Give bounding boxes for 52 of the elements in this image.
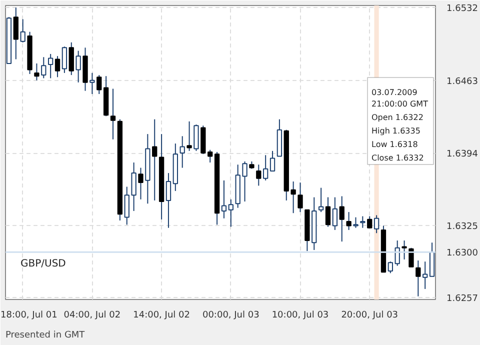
annotation: GBP/USD: [20, 258, 66, 270]
annotation: Low 1.6318: [372, 140, 418, 149]
candlestick: [298, 182, 303, 213]
candlestick: [416, 260, 421, 297]
candlestick: [325, 196, 331, 228]
y-tick-label: 1.6325: [446, 222, 478, 232]
candlestick: [194, 124, 199, 152]
annotation: Close 1.6332: [372, 154, 424, 162]
x-tick-label: 20:00, Jul 03: [341, 310, 398, 320]
candlestick: [353, 216, 358, 228]
x-tick-label: 04:00, Jul 02: [64, 310, 121, 320]
candlestick: [263, 154, 268, 181]
candlestick: [131, 162, 136, 212]
y-tick-label: 1.6463: [446, 76, 478, 87]
annotation: 03.07.2009: [372, 88, 418, 97]
candlestick: [48, 53, 54, 79]
candlestick: [318, 187, 324, 213]
candlestick: [339, 196, 344, 242]
y-tick-label: 1.6394: [446, 150, 478, 160]
x-tick-label: 18:00, Jul 01: [0, 310, 58, 320]
candlestick: [110, 88, 116, 140]
candlestick: [422, 261, 428, 290]
candlestick: [180, 136, 185, 168]
candlestick: [13, 7, 18, 60]
annotation: 21:00:00 GMT: [372, 100, 428, 108]
ref-line-label: 1.6300: [446, 248, 478, 259]
candlestick: [54, 56, 60, 78]
x-tick-label: 00:00, Jul 03: [202, 310, 260, 320]
candlestick: [62, 46, 68, 74]
candlestick: [228, 198, 234, 228]
candlestick: [360, 216, 366, 228]
annotation: High 1.6335: [372, 126, 420, 136]
candlestick: [41, 56, 46, 79]
candlestick: [20, 18, 26, 43]
candlestick: [124, 186, 130, 226]
y-tick-label: 1.6532: [446, 4, 478, 14]
x-tick-label: 14:00, Jul 02: [133, 310, 190, 320]
candlestick: [332, 196, 338, 230]
candlestick: [90, 72, 95, 95]
annotation: Open 1.6322: [372, 113, 424, 122]
text: Presented in GMT: [6, 330, 86, 340]
candlestick: [388, 261, 393, 274]
candlestick: [166, 172, 172, 228]
candlestick: [374, 214, 380, 234]
x-tick-label: 10:00, Jul 03: [272, 310, 329, 320]
candlestick: [270, 150, 276, 172]
candlestick: [408, 247, 414, 268]
y-tick-label: 1.6257: [446, 294, 478, 304]
candlestick: [76, 50, 81, 83]
candlestick: [208, 149, 213, 164]
candlestick: [221, 180, 227, 219]
candlestick: [256, 164, 262, 186]
